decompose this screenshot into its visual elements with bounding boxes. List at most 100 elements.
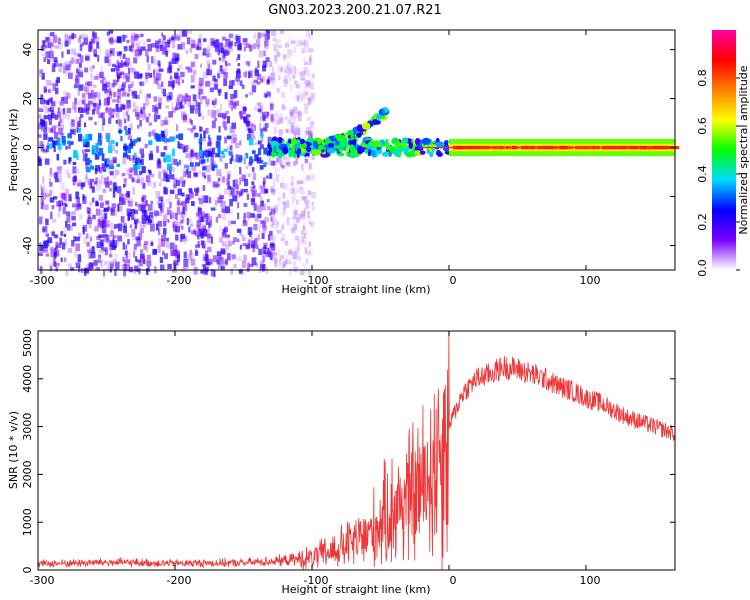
spectrogram-cell — [123, 269, 126, 277]
spectrogram-cell — [71, 215, 76, 221]
spectrogram-cell — [221, 47, 224, 54]
spectrogram-cell — [209, 52, 212, 57]
spectrogram-cell — [278, 75, 281, 81]
spectrogram-cell — [260, 133, 264, 138]
spectrogram-cell — [75, 191, 80, 199]
spectrogram-cell — [213, 117, 216, 121]
spectrogram-cell — [188, 226, 191, 233]
spectrogram-cell — [302, 225, 305, 229]
spectrogram-cell — [263, 147, 268, 155]
spectrogram-cell — [171, 148, 175, 157]
spectrogram-cell — [106, 236, 111, 244]
spectrogram-cell — [102, 76, 106, 80]
spectrogram-cell — [140, 256, 146, 262]
spectrogram-cell — [189, 162, 194, 167]
spectrogram-cell — [198, 159, 204, 165]
spectrogram-cell — [296, 40, 301, 48]
spectrogram-cell — [66, 211, 71, 216]
spectrogram-cell — [262, 112, 265, 120]
spectrogram-cell — [218, 57, 222, 61]
spectrogram-cell — [286, 156, 291, 160]
spectrogram-cell — [295, 246, 300, 253]
spectrogram-cell — [198, 77, 204, 86]
spectrogram-cell — [258, 224, 262, 233]
spectrogram-cell — [202, 172, 206, 177]
spectrogram-cell — [291, 123, 295, 128]
spectrogram-cell — [229, 158, 233, 164]
spectrogram-cell — [300, 42, 305, 46]
spectrogram-cell — [162, 168, 166, 174]
spectrogram-cell — [279, 30, 285, 34]
spectrogram-cell — [270, 186, 275, 192]
spectrogram-cell — [130, 212, 133, 218]
spectrogram-cell — [110, 68, 116, 72]
spectrogram-cell — [146, 55, 149, 63]
spectrogram-cell — [361, 122, 371, 130]
spectrogram-cell — [194, 191, 199, 197]
spectrogram-cell — [134, 71, 140, 79]
spectrogram-cell — [153, 181, 156, 188]
spectrogram-cell — [202, 71, 208, 79]
spectrogram-cell — [171, 157, 175, 165]
spectrogram-cell — [230, 187, 235, 196]
spectrogram-cell — [269, 242, 275, 247]
spectrogram-cell — [65, 34, 69, 41]
spectrogram-cell — [272, 178, 276, 187]
spectrogram-cell — [188, 219, 192, 223]
spectrogram-cell — [162, 250, 165, 256]
spectrogram-cell — [267, 234, 271, 241]
spectrogram-cell — [185, 194, 190, 200]
spectrogram-cell — [168, 80, 173, 87]
spectrogram-cell — [76, 153, 79, 160]
spectrogram-cell — [163, 186, 167, 194]
spectrogram-cell — [157, 211, 162, 216]
spectrogram-cell — [158, 73, 162, 78]
spectrogram-cell — [86, 242, 90, 247]
spectrogram-cell — [260, 200, 264, 207]
spectrogram-cell — [78, 266, 81, 273]
spectrogram-cell — [426, 149, 430, 154]
spectrogram-cell — [63, 91, 68, 96]
spectrogram-cell — [260, 159, 264, 164]
spectrogram-cell — [198, 169, 202, 176]
spectrogram-cell — [251, 131, 255, 139]
spectrogram-cell — [180, 71, 185, 77]
spectrogram-cell — [71, 48, 76, 55]
spectrogram-cell — [133, 269, 136, 274]
spectrogram-cell — [158, 196, 164, 202]
spectrogram-cell — [176, 206, 181, 215]
spectrogram-cell — [181, 233, 186, 240]
spectrogram-cell — [236, 256, 242, 262]
spectrogram-cell — [59, 118, 64, 123]
spectrogram-cell — [116, 36, 122, 44]
spectrogram-cell — [168, 37, 172, 43]
spectrogram-cell — [122, 264, 126, 270]
spectrogram-cell — [280, 205, 284, 211]
spectrogram-cell — [414, 137, 421, 146]
spectrogram-cell — [145, 175, 151, 183]
spectrogram-cell — [225, 206, 230, 214]
spectrogram-cell — [257, 234, 261, 241]
spectrogram-cell — [58, 127, 63, 135]
spectrogram-cell — [136, 40, 141, 46]
spectrogram-cell — [255, 41, 258, 49]
spectrogram-cell — [256, 39, 261, 47]
spectrogram-cell — [160, 239, 166, 247]
spectrogram-cell — [219, 65, 223, 72]
spectrogram-cell — [235, 35, 241, 44]
spectrogram-cell — [45, 253, 49, 257]
spectrogram-cell — [170, 102, 174, 109]
spectrogram-cell — [159, 207, 162, 211]
spectrogram-cell — [83, 86, 87, 92]
spectrogram-cell — [159, 256, 164, 263]
spectrogram-cell — [303, 67, 308, 72]
spectrogram-cell — [213, 39, 219, 48]
spectrogram-cell — [219, 257, 224, 265]
spectrogram-cell — [297, 241, 301, 247]
spectrogram-cell — [262, 123, 267, 128]
spectrogram-cell — [211, 41, 216, 45]
spectrogram-cell — [239, 140, 242, 146]
spectrogram-cell — [126, 259, 131, 264]
spectrogram-cell — [143, 220, 147, 228]
spectrogram-cell — [94, 168, 98, 175]
